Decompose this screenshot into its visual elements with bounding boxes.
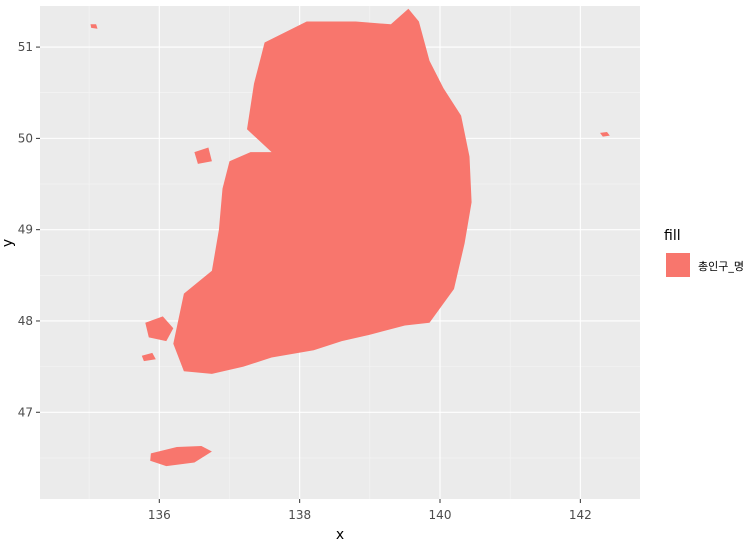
x-tick-label: 138 <box>288 508 311 522</box>
y-tick-label: 47 <box>18 405 33 419</box>
map-regions <box>90 8 610 467</box>
y-axis: 47 48 49 50 51 <box>18 40 40 419</box>
region-mainland <box>173 8 472 374</box>
x-axis: 136 138 140 142 <box>148 499 592 522</box>
x-tick-label: 136 <box>148 508 171 522</box>
y-tick-label: 50 <box>18 131 33 145</box>
y-axis-title: y <box>0 239 16 247</box>
region-northwest-island <box>90 24 98 29</box>
y-tick-label: 51 <box>18 40 33 54</box>
x-tick-label: 140 <box>429 508 452 522</box>
x-tick-label: 142 <box>569 508 592 522</box>
region-west-island <box>194 147 212 164</box>
y-tick-label: 48 <box>18 314 33 328</box>
x-axis-title: x <box>336 527 344 543</box>
legend-swatch <box>666 253 690 277</box>
region-ulleung <box>600 132 610 137</box>
y-tick-label: 49 <box>18 223 33 237</box>
legend-title: fill <box>664 228 681 244</box>
region-southwest-islet <box>141 352 156 362</box>
region-southwest-islands <box>145 316 174 342</box>
region-jeju <box>150 446 212 467</box>
legend-label: 총인구_명 <box>698 260 744 273</box>
legend: fill 총인구_명 <box>664 228 744 277</box>
